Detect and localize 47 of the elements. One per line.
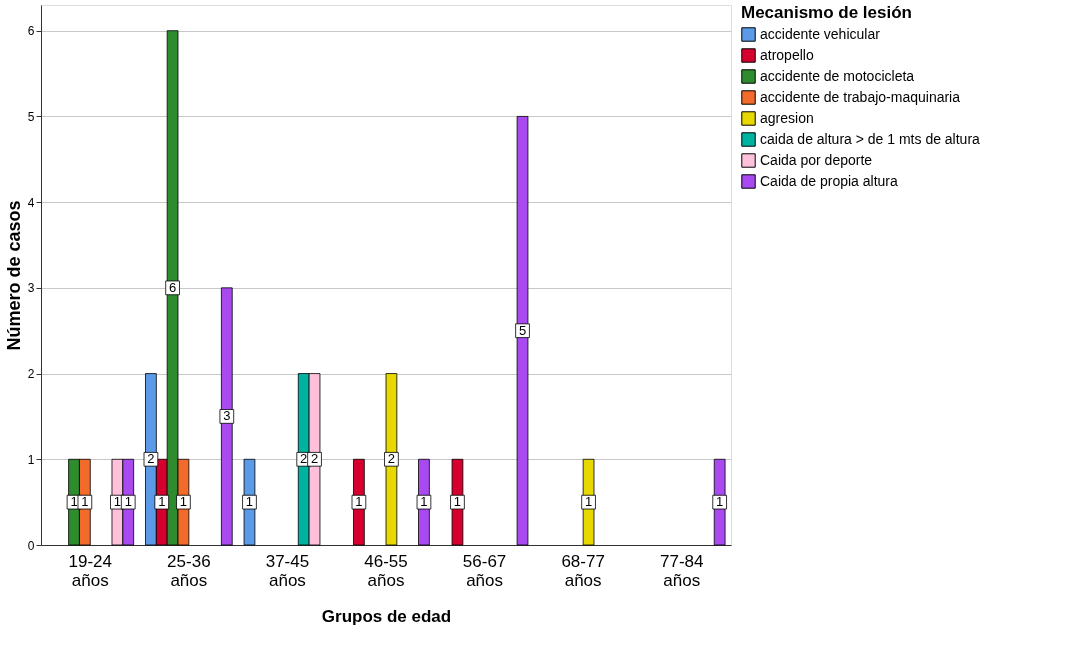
legend-label: accidente vehicular	[760, 25, 881, 42]
y-tick-label: 2	[27, 367, 35, 382]
data-label: 1	[70, 494, 78, 510]
x-tick-label: 68-77 años	[561, 551, 605, 590]
data-label: 1	[453, 494, 462, 510]
data-label: 1	[124, 494, 132, 510]
data-label: 1	[81, 494, 89, 510]
bar	[385, 373, 398, 546]
data-label: 6	[168, 279, 177, 295]
data-label: 1	[179, 494, 188, 510]
data-label: 2	[310, 451, 319, 467]
data-label: 2	[147, 451, 155, 467]
x-tick-label: 25-36 años	[167, 551, 211, 590]
legend-label: atropello	[760, 46, 814, 63]
x-tick-label: 19-24 años	[68, 551, 113, 590]
legend-label: Caida por deporte	[760, 151, 873, 168]
data-label: 1	[420, 494, 428, 510]
data-label: 1	[584, 494, 593, 510]
y-tick-label: 1	[27, 452, 35, 467]
data-label: 1	[245, 494, 254, 510]
data-label: 1	[113, 494, 122, 510]
y-axis-title: Número de casos	[3, 200, 24, 351]
bar	[220, 287, 233, 546]
x-tick-label: 37-45 años	[265, 551, 310, 590]
y-tick-label: 6	[27, 24, 35, 39]
legend-label: accidente de trabajo-maquinaria	[760, 88, 961, 105]
legend-label: agresion	[760, 109, 814, 126]
legend-label: Caida de propia altura	[760, 172, 898, 189]
data-label: 1	[355, 494, 363, 510]
data-label: 3	[223, 408, 231, 424]
y-tick-label: 4	[27, 195, 35, 210]
x-tick-label: 56-67 años	[462, 551, 507, 590]
legend-label: caida de altura > de 1 mts de altura	[760, 130, 981, 147]
data-label: 1	[158, 494, 166, 510]
y-tick-label: 3	[27, 281, 35, 296]
legend-label: accidente de motocicleta	[760, 67, 915, 84]
y-tick-label: 5	[27, 109, 35, 124]
data-label: 5	[518, 322, 527, 338]
data-label: 2	[387, 451, 396, 467]
data-label: 1	[716, 494, 724, 510]
x-axis-title: Grupos de edad	[321, 606, 452, 626]
bar	[516, 116, 529, 546]
y-tick-label: 0	[27, 538, 35, 553]
data-label: 2	[300, 451, 308, 467]
x-tick-label: 46-55 años	[364, 551, 408, 590]
x-tick-label: 77-84 años	[659, 551, 704, 590]
legend-title: Mecanismo de lesión	[741, 3, 912, 22]
